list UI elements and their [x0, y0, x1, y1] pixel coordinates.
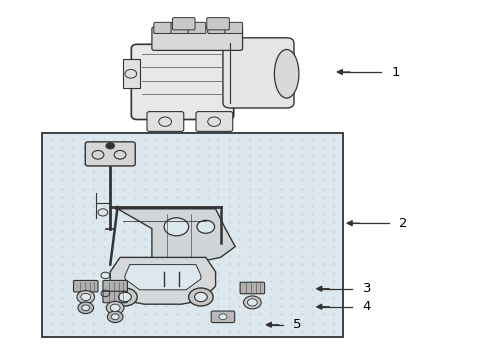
FancyBboxPatch shape: [223, 38, 294, 108]
Circle shape: [82, 305, 90, 311]
Text: 4: 4: [363, 300, 371, 313]
FancyBboxPatch shape: [152, 27, 243, 50]
FancyBboxPatch shape: [225, 22, 243, 33]
Circle shape: [164, 218, 189, 236]
Circle shape: [195, 292, 207, 302]
Polygon shape: [125, 265, 201, 290]
FancyBboxPatch shape: [147, 112, 184, 131]
FancyBboxPatch shape: [196, 112, 233, 131]
Circle shape: [78, 302, 94, 314]
Text: 5: 5: [293, 318, 301, 331]
FancyBboxPatch shape: [131, 44, 234, 120]
Bar: [122, 59, 140, 88]
Text: 2: 2: [399, 217, 408, 230]
FancyBboxPatch shape: [211, 311, 235, 323]
Circle shape: [106, 301, 124, 314]
Circle shape: [107, 311, 123, 323]
Circle shape: [244, 296, 261, 309]
Circle shape: [219, 314, 227, 320]
Circle shape: [77, 291, 95, 303]
Ellipse shape: [274, 49, 299, 98]
FancyBboxPatch shape: [103, 280, 127, 292]
Bar: [42, 133, 343, 337]
Circle shape: [119, 292, 131, 302]
Circle shape: [247, 299, 257, 306]
FancyBboxPatch shape: [85, 142, 135, 166]
Polygon shape: [115, 209, 235, 265]
Text: 3: 3: [363, 282, 371, 295]
FancyBboxPatch shape: [103, 291, 127, 303]
Circle shape: [189, 288, 213, 306]
FancyBboxPatch shape: [171, 22, 189, 33]
Circle shape: [111, 314, 119, 320]
FancyBboxPatch shape: [188, 22, 206, 33]
Polygon shape: [110, 257, 216, 304]
Circle shape: [197, 220, 215, 233]
FancyBboxPatch shape: [74, 280, 98, 292]
Circle shape: [110, 304, 120, 311]
FancyBboxPatch shape: [240, 282, 265, 294]
Circle shape: [106, 143, 115, 149]
Circle shape: [113, 288, 137, 306]
Circle shape: [81, 293, 91, 301]
FancyBboxPatch shape: [207, 18, 229, 30]
FancyBboxPatch shape: [208, 22, 225, 33]
Text: 1: 1: [392, 66, 400, 78]
FancyBboxPatch shape: [154, 22, 172, 33]
FancyBboxPatch shape: [172, 18, 195, 30]
